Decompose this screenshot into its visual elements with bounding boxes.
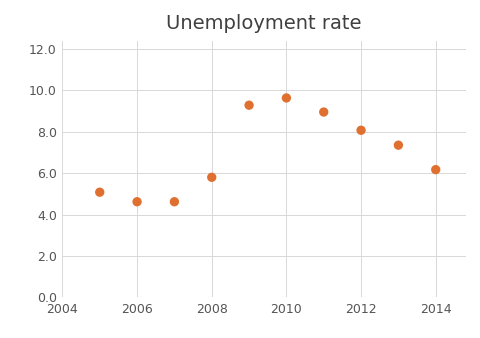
Point bbox=[245, 102, 253, 108]
Point bbox=[96, 190, 104, 195]
Title: Unemployment rate: Unemployment rate bbox=[166, 15, 362, 33]
Point bbox=[432, 167, 440, 172]
Point bbox=[395, 143, 402, 148]
Point bbox=[133, 199, 141, 204]
Point bbox=[170, 199, 178, 204]
Point bbox=[208, 175, 216, 180]
Point bbox=[357, 127, 365, 133]
Point bbox=[320, 109, 327, 115]
Point bbox=[283, 95, 290, 101]
